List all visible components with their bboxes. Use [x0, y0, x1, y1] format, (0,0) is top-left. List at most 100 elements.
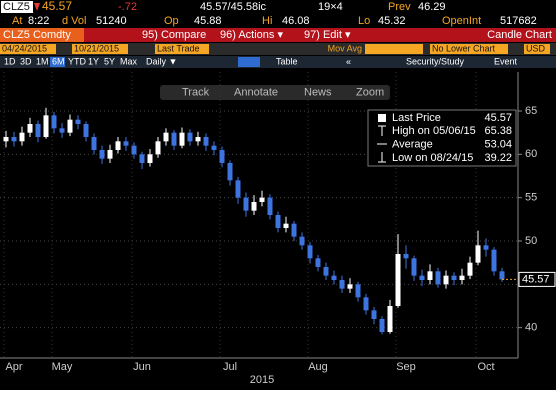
candle-body [43, 115, 49, 137]
candle-body [75, 119, 81, 124]
candle-body [211, 145, 217, 150]
period-bar [0, 56, 556, 68]
candle-body [179, 132, 185, 146]
view-name: Candle Chart [487, 29, 552, 41]
candle-body [131, 145, 137, 155]
candle-body [35, 124, 41, 137]
table-button[interactable]: Table [276, 56, 298, 66]
tool-group: Track Annotate News Zoom [182, 86, 384, 98]
lo-label: Lo [358, 15, 370, 27]
size: 19×4 [318, 1, 343, 13]
candle-body [363, 297, 369, 311]
y-tick-label: 55 [525, 192, 537, 204]
x-tick-label: Oct [477, 361, 494, 373]
event-button[interactable]: Event [494, 56, 518, 66]
candle-body [395, 254, 401, 306]
candle-body [227, 163, 233, 181]
candle-body [163, 132, 169, 142]
tool-bar [160, 85, 390, 100]
tool-button[interactable]: Annotate [234, 86, 278, 98]
candle-body [155, 141, 161, 155]
actions-button[interactable]: 96) Actions ▾ [220, 29, 283, 41]
legend-label: High on 05/06/15 [392, 125, 476, 137]
candle-body [59, 128, 65, 133]
tool-button[interactable]: Track [182, 86, 210, 98]
candle-body [91, 137, 97, 150]
candle-body [203, 137, 209, 146]
candle-body [99, 150, 105, 159]
candle-body [419, 275, 425, 280]
candle-body [267, 197, 273, 215]
period-button[interactable]: 1M [36, 56, 49, 66]
legend: Last Price 45.57 High on 05/06/15 65.38 Aver… [392, 112, 512, 164]
active-period [50, 57, 65, 67]
period-button[interactable]: 5Y [104, 56, 115, 66]
y-tick-label: 50 [525, 235, 537, 247]
last-price-tag [518, 271, 556, 287]
candle-body [483, 245, 489, 250]
prev-label: Prev [388, 1, 411, 13]
security[interactable]: CLZ5 Comdty [3, 29, 71, 41]
candle-body [299, 236, 305, 246]
tool-button[interactable]: News [304, 86, 332, 98]
legend-value: 53.04 [484, 139, 512, 151]
vol: 51240 [96, 15, 127, 27]
period-button[interactable]: 1D [4, 56, 16, 66]
candle-body [219, 150, 225, 163]
candle-body [403, 254, 409, 259]
period-button[interactable]: 6M [52, 56, 65, 66]
end-date[interactable]: 10/21/2015 [74, 43, 119, 53]
candle-body [427, 271, 433, 280]
candle-body [107, 150, 113, 159]
candle-body [443, 275, 449, 285]
legend-label: Low on 08/24/15 [392, 152, 473, 164]
security-study-button[interactable]: Security/Study [406, 56, 465, 66]
candle-body [83, 124, 89, 137]
last-price: 45.57 [42, 0, 72, 13]
menu-bar [0, 28, 556, 42]
input-box [0, 44, 56, 54]
period-button[interactable]: 3D [20, 56, 32, 66]
candle-body [379, 319, 385, 332]
x-tick-label: Jul [223, 361, 237, 373]
period-button[interactable]: Max [120, 56, 138, 66]
ticker-box [1, 1, 33, 13]
candle-body [355, 284, 361, 298]
currency[interactable]: USD [526, 43, 546, 53]
chart: 404550556065AprMayJunJulAugSepOct201545.… [0, 72, 556, 386]
frequency[interactable]: Daily ▼ [146, 56, 177, 66]
start-date[interactable]: 04/24/2015 [2, 43, 47, 53]
candle-body [315, 258, 321, 267]
candle-body [123, 141, 129, 146]
vol-label: d Vol [62, 15, 86, 27]
study[interactable]: Mov Avg [328, 43, 362, 53]
candle-body [499, 271, 505, 280]
candle-body [347, 284, 353, 289]
legend-icon [378, 152, 386, 163]
field[interactable]: Last Trade [157, 43, 200, 53]
hi-label: Hi [262, 15, 272, 27]
last-price-label: 45.57 [522, 273, 550, 285]
chart-type-button[interactable] [238, 57, 260, 67]
back-button[interactable]: « [346, 56, 351, 66]
candle-body [323, 267, 329, 276]
openint-label: OpenInt [442, 15, 481, 27]
tool-button[interactable]: Zoom [356, 86, 384, 98]
period-button[interactable]: 1Y [88, 56, 99, 66]
legend-value: 65.38 [484, 125, 512, 137]
period-button[interactable]: YTD [68, 56, 87, 66]
input-box [72, 44, 128, 54]
x-tick-label: Aug [308, 361, 328, 373]
candle-body [275, 215, 281, 228]
bid-ask: 45.57/45.58ic [200, 1, 267, 13]
edit-button[interactable]: 97) Edit ▾ [304, 29, 351, 41]
compare-button[interactable]: 95) Compare [142, 29, 206, 41]
candle-body [467, 262, 473, 276]
lower-chart[interactable]: No Lower Chart [432, 43, 496, 53]
candle-body [3, 137, 9, 142]
candle-body [491, 249, 497, 272]
legend-icon [378, 114, 386, 122]
candle-body [475, 245, 481, 263]
time-label: At [12, 15, 22, 27]
